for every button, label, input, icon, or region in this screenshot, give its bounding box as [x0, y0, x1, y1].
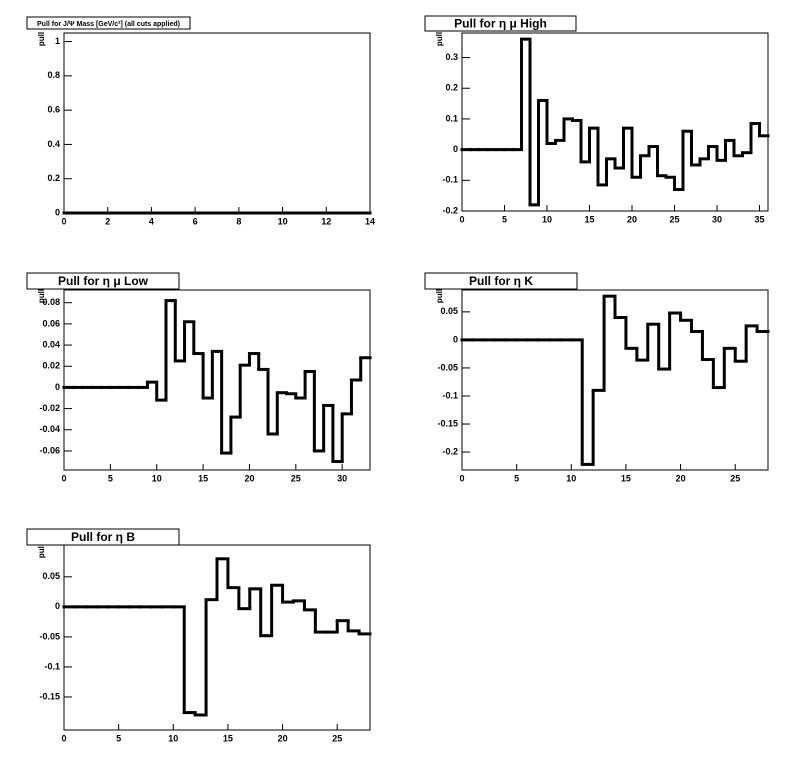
y-tick-label: 0.05: [42, 571, 60, 581]
x-tick-label: 0: [61, 473, 66, 483]
y-tick-label: -0.2: [442, 205, 458, 215]
y-tick-label: 0.06: [42, 318, 60, 328]
y-axis-label: pull: [435, 289, 444, 303]
y-tick-label: 0: [453, 334, 458, 344]
y-tick-label: -0.05: [39, 631, 60, 641]
y-tick-label: -0.1: [44, 661, 60, 671]
y-tick-label: -0.02: [39, 403, 60, 413]
x-tick-label: 25: [669, 214, 679, 224]
y-axis-label: pull: [37, 289, 46, 303]
x-tick-label: 20: [244, 473, 254, 483]
y-tick-label: 1: [55, 36, 60, 46]
x-tick-label: 30: [712, 214, 722, 224]
y-tick-label: -0.05: [437, 362, 458, 372]
plot-frame: [63, 32, 371, 214]
y-tick-label: 0.8: [47, 70, 60, 80]
y-tick-label: 0.3: [445, 52, 458, 62]
x-tick-label: 8: [236, 216, 241, 226]
x-tick-label: 0: [61, 216, 66, 226]
chart-title: Pull for η K: [469, 274, 533, 288]
x-tick-label: 20: [627, 214, 637, 224]
y-tick-label: 0.08: [42, 297, 60, 307]
y-tick-label: 0: [55, 382, 60, 392]
x-tick-label: 15: [621, 473, 631, 483]
plot-frame: [461, 289, 769, 471]
x-tick-label: 20: [676, 473, 686, 483]
x-tick-label: 0: [61, 733, 66, 743]
y-tick-label: 0.04: [42, 339, 60, 349]
y-tick-label: 0.4: [47, 139, 60, 149]
y-tick-label: 0.1: [445, 113, 458, 123]
y-tick-label: 0.05: [440, 306, 458, 316]
y-tick-label: -0.04: [39, 424, 60, 434]
x-tick-label: 5: [108, 473, 113, 483]
y-axis-label: pull: [37, 32, 46, 46]
x-tick-label: 25: [291, 473, 301, 483]
x-tick-label: 15: [223, 733, 233, 743]
x-tick-label: 5: [514, 473, 519, 483]
x-tick-label: 15: [584, 214, 594, 224]
x-tick-label: 10: [278, 216, 288, 226]
y-tick-label: -0.15: [39, 691, 60, 701]
chart-title: Pull for J/Ψ Mass [GeV/c²] (all cuts app…: [37, 21, 180, 28]
y-tick-label: -0.1: [442, 390, 458, 400]
x-tick-label: 0: [459, 473, 464, 483]
x-tick-label: 20: [278, 733, 288, 743]
y-tick-label: -0.1: [442, 175, 458, 185]
y-tick-label: 0: [55, 207, 60, 217]
x-tick-label: 2: [105, 216, 110, 226]
plot-frame: [63, 289, 371, 471]
x-tick-label: 25: [730, 473, 740, 483]
x-tick-label: 6: [193, 216, 198, 226]
y-tick-label: -0.15: [437, 418, 458, 428]
y-tick-label: -0.2: [442, 446, 458, 456]
y-tick-label: 0.02: [42, 361, 60, 371]
y-axis-label: pull: [37, 544, 46, 558]
x-tick-label: 4: [149, 216, 154, 226]
chart-title: Pull for η μ High: [454, 17, 547, 31]
title-box: [424, 15, 577, 32]
y-tick-label: 0: [55, 601, 60, 611]
x-tick-label: 10: [542, 214, 552, 224]
x-tick-label: 10: [168, 733, 178, 743]
x-tick-label: 5: [116, 733, 121, 743]
chart-title: Pull for η B: [71, 530, 135, 544]
title-box: [26, 16, 191, 30]
plot-frame: [63, 544, 371, 731]
y-tick-label: 0: [453, 144, 458, 154]
x-tick-label: 10: [566, 473, 576, 483]
title-box: [26, 528, 180, 546]
y-axis-label: pull: [435, 32, 444, 46]
y-tick-label: 0.6: [47, 105, 60, 115]
x-tick-label: 14: [365, 216, 375, 226]
y-tick-label: 0.2: [47, 173, 60, 183]
title-box: [26, 272, 180, 290]
y-tick-label: -0.06: [39, 445, 60, 455]
chart-title: Pull for η μ Low: [58, 274, 149, 288]
x-tick-label: 35: [754, 214, 764, 224]
x-tick-label: 5: [502, 214, 507, 224]
x-tick-label: 10: [152, 473, 162, 483]
title-box: [424, 272, 578, 290]
x-tick-label: 30: [337, 473, 347, 483]
plot-frame: [461, 32, 769, 212]
x-tick-label: 15: [198, 473, 208, 483]
x-tick-label: 12: [321, 216, 331, 226]
x-tick-label: 25: [332, 733, 342, 743]
y-tick-label: 0.2: [445, 83, 458, 93]
x-tick-label: 0: [459, 214, 464, 224]
